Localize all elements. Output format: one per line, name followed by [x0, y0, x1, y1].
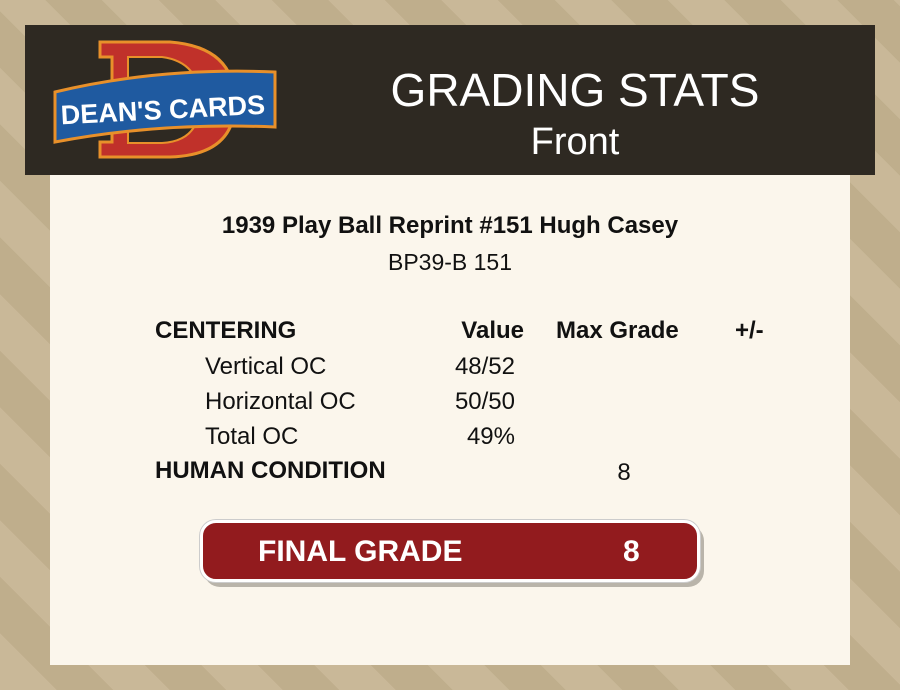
card-title: 1939 Play Ball Reprint #151 Hugh Casey: [221, 212, 679, 239]
plus-minus-header: +/-: [735, 317, 764, 344]
row-label: Vertical OC: [205, 353, 327, 380]
row-label: Total OC: [205, 423, 299, 450]
final-grade-label: FINAL GRADE: [258, 535, 463, 568]
card-code: BP39-B 151: [387, 249, 513, 275]
row-value: 49%: [466, 423, 515, 450]
centering-heading: CENTERING: [155, 317, 297, 344]
value-header: Value: [461, 317, 524, 344]
row-value: 48/52: [454, 353, 515, 380]
stats-panel: 1939 Play Ball Reprint #151 Hugh Casey B…: [50, 175, 850, 665]
max-grade-header: Max Grade: [556, 317, 679, 344]
human-condition-max: 8: [617, 459, 631, 486]
deans-cards-logo: DEAN'S CARDS: [53, 40, 277, 159]
row-label: Horizontal OC: [205, 388, 356, 415]
row-value: 50/50: [454, 388, 515, 415]
human-condition-label: HUMAN CONDITION: [155, 457, 386, 484]
page-subtitle: Front: [530, 121, 620, 163]
header: DEAN'S CARDS GRADING STATS Front: [25, 25, 875, 175]
page-title: GRADING STATS: [390, 64, 760, 116]
final-grade-banner: FINAL GRADE 8: [200, 520, 700, 582]
final-grade-value: 8: [623, 535, 640, 568]
